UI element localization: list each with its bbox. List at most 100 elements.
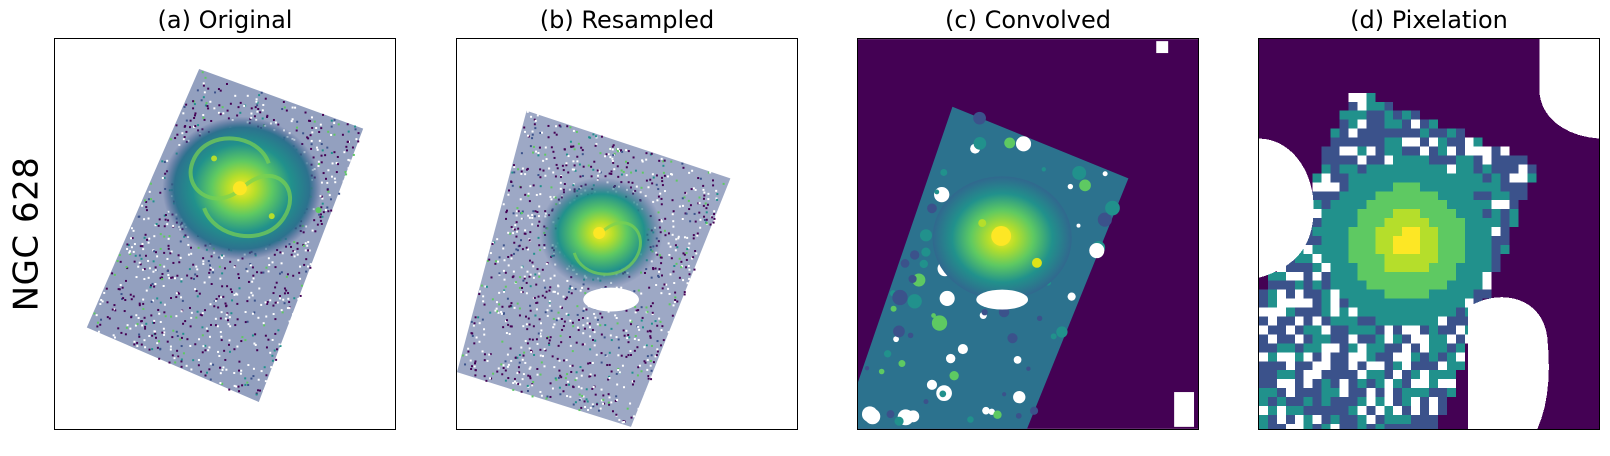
pixel-cell: [1420, 218, 1429, 228]
noise-pixel: [559, 176, 562, 179]
pixel-cell: [1375, 173, 1385, 183]
noise-pixel: [320, 161, 323, 164]
pixel-cell: [1321, 361, 1331, 371]
pixel-cell: [1276, 397, 1286, 406]
pixel-cell: [1473, 280, 1483, 290]
pixel-cell: [1464, 218, 1474, 228]
pixel-cell: [1518, 173, 1528, 183]
noise-pixel: [506, 353, 509, 356]
noise-pixel: [185, 130, 188, 133]
pixel-cell: [1375, 388, 1385, 398]
pixel-cell: [1312, 423, 1322, 429]
pixel-cell: [1455, 271, 1465, 281]
noise-pixel: [192, 107, 195, 110]
noise-pixel: [552, 326, 555, 329]
noise-pixel: [625, 166, 628, 169]
pixel-cell: [1339, 173, 1349, 183]
noise-pixel: [214, 91, 217, 94]
noise-pixel: [208, 271, 211, 274]
noise-pixel: [202, 116, 205, 119]
noise-pixel: [233, 348, 236, 351]
noise-pixel: [509, 304, 512, 307]
pixel-cell: [1285, 262, 1295, 272]
noise-pixel: [351, 146, 354, 149]
noise-pixel: [638, 328, 641, 331]
noise-pixel: [266, 301, 269, 303]
pixel-cell: [1411, 227, 1421, 236]
noise-pixel: [591, 403, 594, 406]
pixel-cell: [1437, 289, 1447, 299]
noise-pixel: [159, 277, 162, 280]
noise-pixel: [663, 283, 666, 286]
noise-pixel: [164, 218, 167, 221]
noise-pixel: [526, 110, 529, 113]
noise-pixel: [506, 209, 508, 212]
noise-pixel: [473, 322, 476, 325]
noise-pixel: [561, 164, 564, 167]
noise-pixel: [146, 238, 149, 241]
pixel-cell: [1429, 370, 1438, 380]
noise-pixel: [338, 192, 341, 195]
noise-pixel: [138, 302, 141, 305]
noise-pixel: [120, 331, 123, 334]
noise-pixel: [186, 338, 189, 341]
pixel-cell: [1411, 164, 1421, 174]
noise-pixel: [169, 252, 172, 255]
row-label-text: NGC 628: [6, 156, 47, 312]
noise-pixel: [571, 350, 574, 353]
pixel-cell: [1366, 271, 1376, 281]
noise-pixel: [565, 162, 568, 165]
noise-pixel: [531, 216, 534, 219]
noise-pixel: [695, 252, 698, 255]
noise-pixel: [117, 327, 120, 330]
noise-pixel: [470, 332, 473, 335]
noise-pixel: [610, 172, 613, 175]
noise-pixel: [176, 335, 179, 337]
noise-pixel: [532, 145, 535, 148]
pixel-cell: [1321, 343, 1331, 353]
noise-pixel: [228, 388, 231, 391]
noise-pixel: [646, 310, 649, 313]
noise-pixel: [553, 290, 556, 293]
noise-pixel: [220, 311, 223, 314]
noise-pixel: [569, 126, 572, 129]
noise-pixel: [152, 270, 155, 273]
noise-pixel: [140, 343, 143, 346]
pixel-cell: [1455, 218, 1465, 228]
noise-pixel: [258, 94, 261, 97]
noise-pixel: [246, 300, 249, 303]
noise-pixel: [236, 345, 239, 348]
pixel-cell: [1393, 316, 1403, 326]
pixel-cell: [1366, 209, 1376, 219]
noise-pixel: [571, 168, 574, 171]
noise-pixel: [261, 117, 264, 120]
pixel-cell: [1393, 137, 1403, 147]
noise-pixel: [182, 352, 185, 355]
noise-pixel: [581, 149, 584, 152]
noise-pixel: [515, 221, 518, 224]
noise-pixel: [515, 281, 518, 284]
noise-pixel: [170, 315, 173, 318]
noise-pixel: [128, 251, 131, 254]
noise-pixel: [152, 260, 155, 263]
pixel-cell: [1429, 119, 1438, 129]
noise-pixel: [589, 362, 592, 365]
pixel-cell: [1384, 218, 1394, 228]
noise-pixel: [664, 217, 667, 220]
pixel-cell: [1482, 191, 1492, 201]
noise-pixel: [347, 167, 350, 170]
pixel-cell: [1473, 244, 1483, 254]
noise-pixel: [626, 337, 629, 340]
pixel-cell: [1339, 361, 1349, 371]
noise-pixel: [295, 129, 298, 132]
noise-pixel: [651, 182, 654, 185]
noise-pixel: [649, 335, 652, 338]
noise-pixel: [122, 297, 125, 300]
pixel-cell: [1366, 307, 1376, 317]
pixel-cell: [1348, 361, 1358, 371]
noise-pixel: [220, 339, 223, 342]
pixel-cell: [1437, 352, 1447, 362]
pixel-cell: [1473, 218, 1483, 228]
noise-pixel: [607, 153, 610, 156]
pixel-cell: [1455, 289, 1465, 299]
